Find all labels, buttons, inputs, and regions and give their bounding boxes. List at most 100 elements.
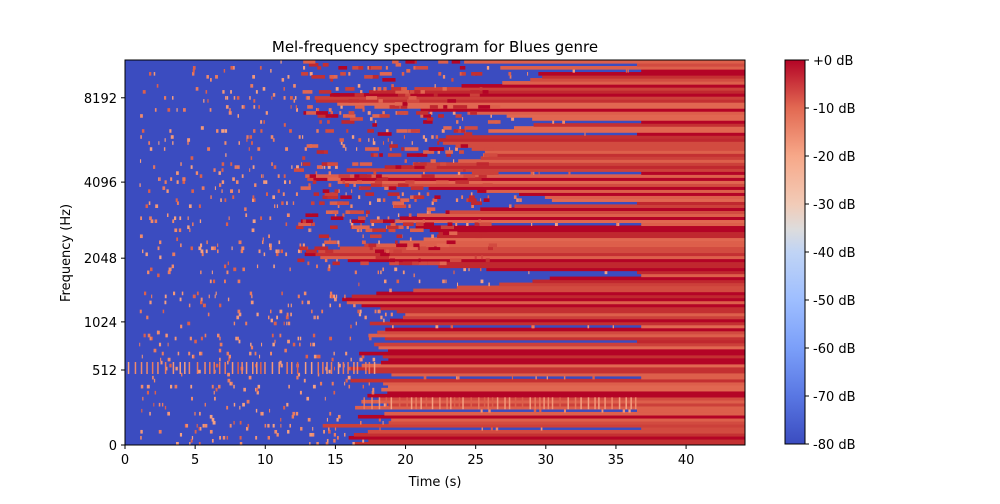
heatmap-cell <box>206 75 209 79</box>
heatmap-cell <box>141 408 143 413</box>
heatmap-cell <box>429 210 431 214</box>
heatmap-cell <box>533 123 745 127</box>
heatmap-cell <box>145 252 148 257</box>
heatmap-cell <box>442 231 453 236</box>
heatmap-cell <box>420 108 745 112</box>
heatmap-cell <box>420 397 422 410</box>
heatmap-cell <box>467 177 482 181</box>
heatmap-cell <box>227 297 230 302</box>
heatmap-cell <box>451 60 461 64</box>
heatmap-cell <box>241 174 244 178</box>
heatmap-cell <box>392 60 399 64</box>
heatmap-cell <box>348 384 351 389</box>
heatmap-cell <box>293 84 296 88</box>
heatmap-cell <box>177 351 180 356</box>
heatmap-cell <box>323 165 326 169</box>
heatmap-cell <box>424 138 428 142</box>
heatmap-cell <box>299 342 301 347</box>
heatmap-cell <box>436 243 450 248</box>
heatmap-cell <box>421 174 435 178</box>
heatmap-cell <box>187 141 189 145</box>
heatmap-cell <box>359 162 373 166</box>
heatmap-cell <box>198 441 201 445</box>
heatmap-cell <box>471 72 483 76</box>
heatmap-cell <box>297 249 301 254</box>
heatmap-cell <box>406 99 420 103</box>
heatmap-cell <box>429 228 745 233</box>
heatmap-cell <box>378 198 381 202</box>
heatmap-cell <box>270 135 274 139</box>
heatmap-cell <box>225 105 229 109</box>
heatmap-cell <box>333 366 336 371</box>
heatmap-cell <box>233 267 237 272</box>
heatmap-cell <box>257 384 261 389</box>
heatmap-cell <box>397 183 409 187</box>
heatmap-cell <box>367 369 745 374</box>
heatmap-cell <box>430 159 436 163</box>
heatmap-cell <box>378 417 381 422</box>
colorbar-tick-label: -30 dB <box>813 198 856 213</box>
heatmap-cell <box>289 267 291 272</box>
heatmap-cell <box>148 189 151 193</box>
heatmap-cell <box>380 315 383 320</box>
heatmap-cell <box>324 258 328 263</box>
heatmap-cell <box>404 159 407 163</box>
heatmap-cell <box>276 252 279 257</box>
heatmap-cell <box>328 171 332 175</box>
heatmap-cell <box>380 306 745 311</box>
heatmap-cell <box>225 222 229 227</box>
heatmap-cell <box>207 99 209 103</box>
heatmap-cell <box>384 312 387 317</box>
heatmap-cell <box>431 234 434 239</box>
heatmap-cell <box>335 87 339 91</box>
heatmap-cell <box>238 189 240 193</box>
heatmap-cell <box>143 333 146 338</box>
heatmap-cell <box>290 303 292 308</box>
heatmap-cell <box>636 132 745 136</box>
heatmap-cell <box>348 72 351 76</box>
y-tick-label: 8192 <box>84 92 117 107</box>
heatmap-cell <box>335 294 338 299</box>
heatmap-cell <box>322 63 329 67</box>
heatmap-cell <box>223 264 227 269</box>
heatmap-cell <box>438 114 444 118</box>
heatmap-cell <box>353 441 745 445</box>
heatmap-cell <box>213 390 215 395</box>
heatmap-cell <box>364 315 367 320</box>
heatmap-cell <box>453 397 456 410</box>
heatmap-cell <box>357 84 361 88</box>
heatmap-cell <box>147 333 151 338</box>
colorbar-tick-label: -40 dB <box>813 246 856 261</box>
heatmap-cell <box>549 276 745 281</box>
heatmap-cell <box>410 186 424 190</box>
heatmap-cell <box>268 243 271 248</box>
heatmap-cell <box>221 129 225 133</box>
heatmap-cell <box>387 390 745 395</box>
heatmap-cell <box>227 378 231 383</box>
heatmap-cell <box>350 204 353 208</box>
heatmap-cell <box>276 204 278 208</box>
heatmap-cell <box>391 417 745 422</box>
heatmap-cell <box>164 96 167 100</box>
heatmap-cell <box>283 96 286 100</box>
y-tick-label: 1024 <box>84 316 117 331</box>
heatmap-cell <box>264 423 267 428</box>
heatmap-cell <box>270 243 272 248</box>
heatmap-cell <box>330 78 334 82</box>
heatmap-cell <box>380 270 382 275</box>
heatmap-cell <box>221 189 223 193</box>
heatmap-cell <box>372 138 374 142</box>
heatmap-cell <box>641 375 745 380</box>
heatmap-cell <box>273 165 277 169</box>
heatmap-cell <box>164 180 167 184</box>
heatmap-cell <box>342 213 345 218</box>
heatmap-cell <box>479 87 483 91</box>
heatmap-cell <box>381 219 395 224</box>
heatmap-cell <box>223 69 226 73</box>
heatmap-cell <box>481 426 483 431</box>
heatmap-cell <box>340 195 352 199</box>
heatmap-cell <box>307 105 313 109</box>
heatmap-cell <box>511 117 515 121</box>
heatmap-cell <box>382 354 745 359</box>
heatmap-cell <box>256 264 259 269</box>
